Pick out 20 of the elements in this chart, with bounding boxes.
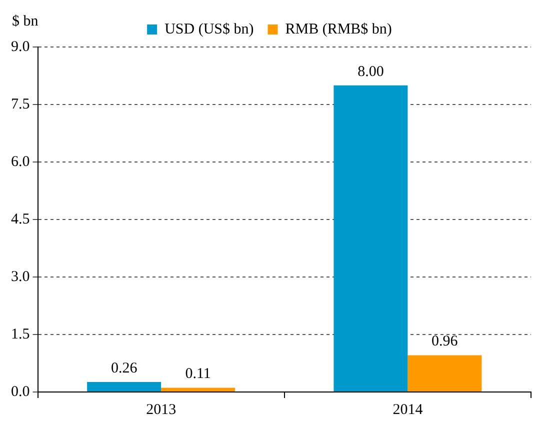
legend-label: RMB (RMB$ bn) [285,21,392,38]
y-axis-title: $ bn [12,13,39,30]
bar [87,382,162,392]
data-label: 0.26 [110,360,138,376]
y-tick-label: 0.0 [11,384,30,400]
y-tick-label: 6.0 [11,154,30,170]
x-tick-label: 2013 [146,402,176,418]
y-tick-label: 1.5 [11,326,30,342]
x-tick-label: 2014 [392,402,424,418]
bar [334,85,408,392]
bar [161,388,236,392]
data-label: 8.00 [358,64,384,80]
y-tick-label: 7.5 [11,96,30,112]
bar [408,355,482,392]
y-tick-label: 3.0 [11,268,30,285]
y-tick-label: 9.0 [11,38,30,55]
data-label: 0.11 [185,366,211,382]
y-tick-label: 4.5 [11,211,30,228]
legend-label: USD (US$ bn) [164,21,254,38]
data-label: 0.96 [432,334,458,350]
